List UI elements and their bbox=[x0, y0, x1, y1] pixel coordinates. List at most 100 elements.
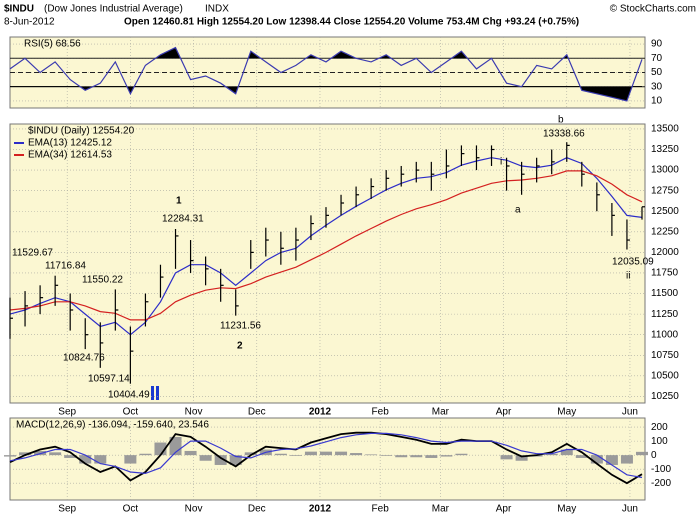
wave-label: 1 bbox=[176, 196, 182, 207]
y-tick-label: -100 bbox=[651, 464, 671, 475]
macd-label: MACD(12,26,9) -136.094, -159.640, 23.546 bbox=[16, 420, 209, 431]
x-tick-label: 2012 bbox=[309, 407, 332, 418]
y-tick-label: 12250 bbox=[651, 226, 679, 237]
histogram-bar bbox=[289, 455, 302, 456]
histogram-bar bbox=[19, 452, 32, 456]
x-tick-label: Mar bbox=[432, 407, 450, 418]
y-tick-label: 10250 bbox=[651, 391, 679, 402]
price-label: $INDU (Daily) 12554.20 bbox=[28, 126, 135, 137]
histogram-bar bbox=[395, 455, 408, 458]
wave-label: i bbox=[500, 157, 502, 168]
y-tick-label: 13500 bbox=[651, 124, 679, 135]
rsi-line bbox=[9, 46, 643, 102]
price-annotation: 11716.84 bbox=[45, 261, 86, 272]
price-annotation: 11231.56 bbox=[220, 321, 261, 332]
histogram-bar bbox=[274, 453, 287, 456]
x-tick-label: Mar bbox=[432, 504, 450, 515]
wave-label: a bbox=[515, 205, 521, 216]
histogram-bar bbox=[79, 455, 92, 464]
wave-label: ii bbox=[626, 271, 630, 282]
x-tick-label: Oct bbox=[123, 504, 139, 515]
histogram-bar bbox=[440, 455, 453, 457]
legend-label: EMA(34) 12614.53 bbox=[28, 150, 112, 161]
histogram-bar bbox=[515, 455, 528, 461]
x-tick-label: Apr bbox=[496, 407, 512, 418]
price-panel bbox=[9, 123, 646, 404]
y-tick-label: 12750 bbox=[651, 185, 679, 196]
macd-line bbox=[9, 432, 643, 479]
price-annotation: 10824.76 bbox=[63, 353, 105, 364]
histogram-bar bbox=[199, 455, 212, 461]
wave-marker bbox=[151, 386, 154, 400]
histogram-bar bbox=[350, 453, 363, 456]
x-tick-label: Feb bbox=[372, 504, 390, 515]
y-tick-label: 10500 bbox=[651, 370, 679, 381]
histogram-bar bbox=[500, 455, 513, 460]
histogram-bar bbox=[425, 455, 438, 458]
histogram-bar bbox=[545, 453, 558, 456]
histogram-bar bbox=[139, 453, 152, 456]
histogram-bar bbox=[605, 455, 618, 465]
y-tick-label: 0 bbox=[651, 450, 657, 461]
y-tick-label: 11500 bbox=[651, 288, 679, 299]
y-tick-label: 10 bbox=[651, 96, 663, 107]
histogram-bar bbox=[319, 451, 332, 456]
quote: Open 12460.81 High 12554.20 Low 12398.44… bbox=[124, 17, 579, 28]
y-tick-label: 200 bbox=[651, 422, 668, 433]
exchange: INDX bbox=[205, 4, 229, 15]
x-tick-label: Nov bbox=[185, 407, 203, 418]
price-annotation: 12035.09 bbox=[612, 257, 654, 268]
histogram-bar bbox=[124, 455, 137, 464]
x-tick-label: Apr bbox=[496, 504, 512, 515]
x-tick-label: Nov bbox=[185, 504, 203, 515]
y-tick-label: 11750 bbox=[651, 268, 679, 279]
histogram-bar bbox=[635, 451, 648, 456]
y-tick-label: 12500 bbox=[651, 206, 679, 217]
symbol: $INDU bbox=[4, 4, 34, 15]
histogram-bar bbox=[575, 455, 588, 458]
x-tick-label: May bbox=[557, 407, 576, 418]
histogram-bar bbox=[34, 450, 47, 456]
x-tick-label: Sep bbox=[58, 407, 76, 418]
x-tick-label: Jun bbox=[622, 407, 638, 418]
wave-label: 2 bbox=[237, 341, 243, 352]
x-tick-label: Dec bbox=[248, 504, 266, 515]
price-annotation: 11550.22 bbox=[82, 275, 123, 286]
histogram-bar bbox=[335, 451, 348, 456]
histogram-bar bbox=[229, 455, 242, 465]
histogram-bar bbox=[244, 452, 257, 456]
x-tick-label: Oct bbox=[123, 407, 139, 418]
x-tick-label: Dec bbox=[248, 407, 266, 418]
histogram-bar bbox=[304, 451, 317, 456]
price-annotation: 10597.14 bbox=[88, 374, 130, 385]
histogram-bar bbox=[560, 449, 573, 456]
histogram-bar bbox=[380, 455, 393, 456]
y-tick-label: 70 bbox=[651, 53, 663, 64]
y-tick-label: -200 bbox=[651, 478, 671, 489]
y-tick-label: 100 bbox=[651, 436, 668, 447]
x-tick-label: May bbox=[557, 504, 576, 515]
symbol-name: (Dow Jones Industrial Average) bbox=[44, 4, 183, 15]
histogram-bar bbox=[184, 450, 197, 456]
price-annotation: 13338.66 bbox=[543, 129, 585, 140]
y-tick-label: 13000 bbox=[651, 165, 679, 176]
x-tick-label: Jun bbox=[622, 504, 638, 515]
y-tick-label: 30 bbox=[651, 81, 663, 92]
legend-label: EMA(13) 12425.12 bbox=[28, 138, 112, 149]
x-tick-label: 2012 bbox=[309, 504, 332, 515]
price-annotation: 12284.31 bbox=[162, 214, 204, 225]
histogram-bar bbox=[620, 455, 633, 464]
histogram-bar bbox=[94, 455, 107, 464]
x-tick-label: Sep bbox=[58, 504, 76, 515]
y-tick-label: 90 bbox=[651, 39, 663, 50]
y-tick-label: 13250 bbox=[651, 144, 679, 155]
rsi-label: RSI(5) 68.56 bbox=[24, 39, 81, 50]
histogram-bar bbox=[214, 455, 227, 465]
credit: © StockCharts.com bbox=[610, 4, 696, 15]
y-tick-label: 50 bbox=[651, 67, 663, 78]
histogram-bar bbox=[64, 455, 77, 458]
price-annotation: 11529.67 bbox=[12, 248, 53, 259]
macd-panel bbox=[9, 417, 646, 501]
